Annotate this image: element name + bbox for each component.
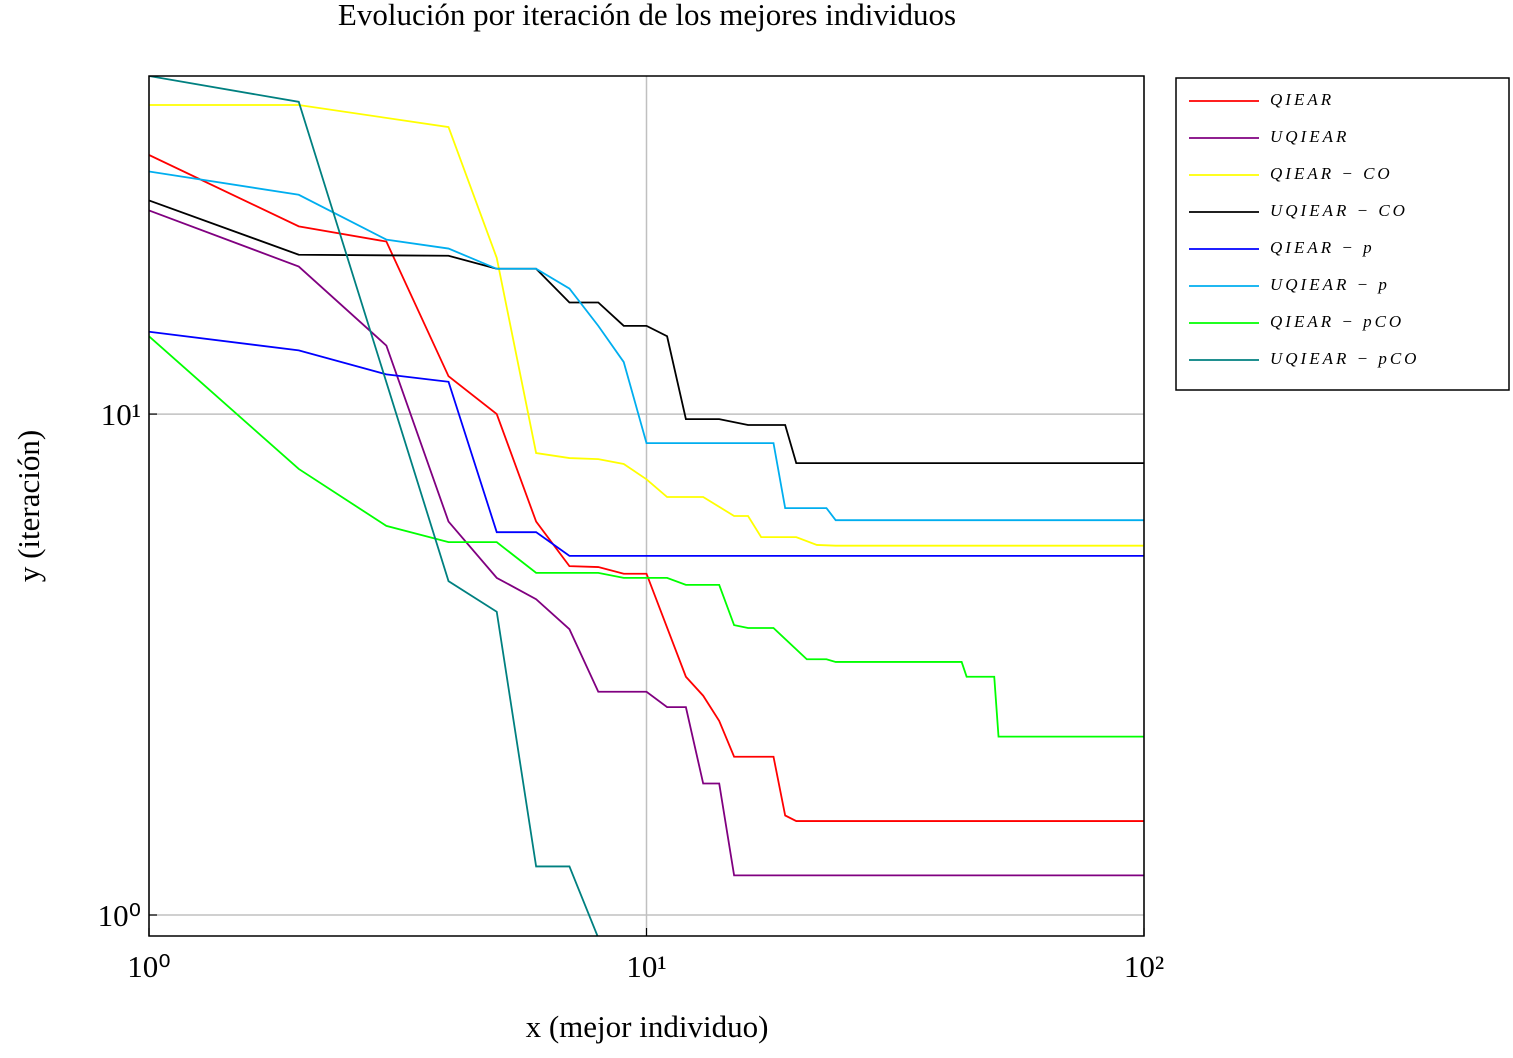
legend-label: UQIEAR − pCO	[1270, 349, 1419, 368]
series-line	[149, 335, 1144, 738]
y-axis-label: y (iteración)	[11, 430, 46, 582]
legend-label: QIEAR − CO	[1270, 164, 1393, 183]
plot-area	[149, 76, 1144, 936]
legend-label: QIEAR	[1270, 90, 1334, 109]
legend-label: UQIEAR − CO	[1270, 201, 1408, 220]
series-line	[149, 330, 1144, 557]
chart-title: Evolución por iteración de los mejores i…	[338, 0, 956, 32]
series-line	[149, 209, 1144, 877]
legend-label: QIEAR − p	[1270, 238, 1375, 257]
y-tick-label: 10¹	[101, 397, 141, 432]
legend-label: UQIEAR	[1270, 127, 1349, 146]
x-tick-label: 10⁰	[127, 949, 170, 984]
legend-label: QIEAR − pCO	[1270, 312, 1404, 331]
plot-frame	[148, 75, 1145, 937]
legend-label: UQIEAR − p	[1270, 275, 1390, 294]
series-line	[149, 170, 1144, 522]
series-line	[149, 76, 599, 936]
x-axis-label: x (mejor individuo)	[526, 1009, 769, 1044]
series-line	[149, 104, 1144, 547]
series-line	[149, 154, 1144, 822]
y-tick-label: 10⁰	[98, 898, 141, 933]
x-tick-label: 10¹	[626, 949, 666, 984]
x-tick-label: 10²	[1124, 949, 1164, 984]
legend-box	[1175, 77, 1510, 391]
series-line	[149, 199, 1144, 465]
